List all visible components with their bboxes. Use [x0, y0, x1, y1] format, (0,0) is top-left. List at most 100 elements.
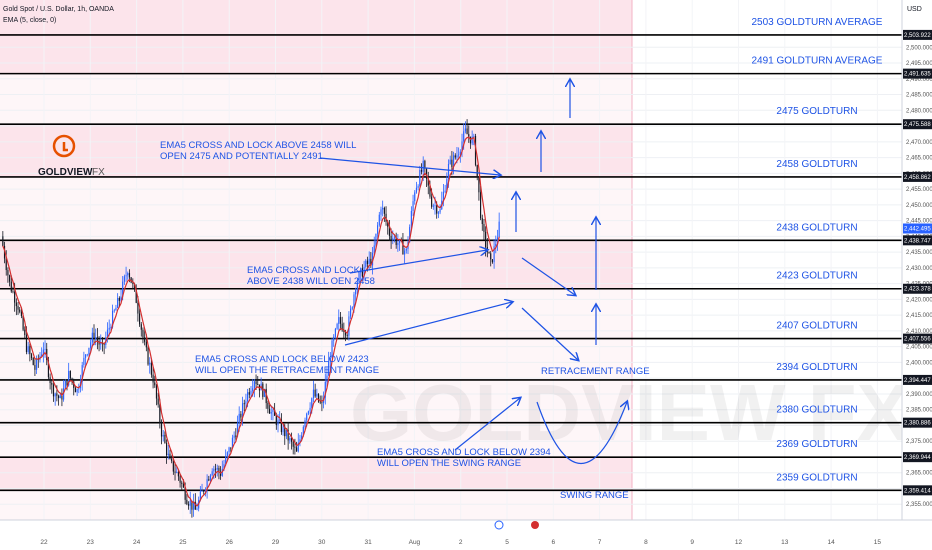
- event-icons[interactable]: [494, 520, 539, 530]
- x-tick-label[interactable]: 12: [735, 539, 743, 546]
- price-badge: [903, 485, 932, 496]
- candle-body: [397, 243, 399, 245]
- x-ticks[interactable]: 22 23 24 25 26 29 30 31 Aug 2 5 6 7 8 9 12 13 14 15: [40, 539, 881, 546]
- candle-body: [393, 237, 396, 239]
- candle-body: [402, 240, 404, 255]
- candle-body: [57, 395, 60, 399]
- price-badge: [903, 374, 932, 385]
- candle-body: [328, 361, 330, 376]
- dividend-event-icon[interactable]: [494, 520, 504, 530]
- candle-body: [106, 329, 109, 338]
- y-tick-label: 2,405.000: [906, 345, 932, 351]
- x-tick-label[interactable]: 7: [598, 539, 602, 546]
- price-badge: [903, 235, 932, 246]
- candle-body: [86, 354, 88, 356]
- x-tick-label[interactable]: Aug: [409, 539, 421, 546]
- x-tick-label[interactable]: 31: [364, 539, 372, 546]
- candle-body: [223, 463, 225, 469]
- candle-body: [194, 501, 196, 510]
- x-tick-label[interactable]: 22: [40, 539, 48, 546]
- x-tick-label[interactable]: 26: [226, 539, 234, 546]
- y-tick-label: 2,485.000: [906, 93, 932, 99]
- annotation-arrows: [319, 80, 627, 464]
- x-tick-label[interactable]: 9: [690, 539, 694, 546]
- candle-body: [360, 268, 362, 273]
- candle-body: [52, 384, 55, 397]
- candle-body: [385, 213, 387, 222]
- candle-body: [83, 357, 85, 366]
- price-badge-text: 2,458.862: [904, 175, 931, 181]
- candle-body: [486, 247, 488, 252]
- price-badge: [903, 29, 932, 40]
- candle-body: [309, 407, 311, 412]
- x-tick-label[interactable]: 14: [827, 539, 835, 546]
- arrow-ann3: [344, 302, 512, 346]
- candle-body: [144, 337, 146, 342]
- candle-body: [152, 374, 154, 383]
- x-tick-label[interactable]: 2: [459, 539, 463, 546]
- candle-body: [488, 251, 490, 254]
- candle-body: [122, 281, 124, 297]
- candle-body: [459, 151, 461, 155]
- x-tick-label[interactable]: 25: [179, 539, 187, 546]
- candle-body: [145, 341, 147, 348]
- price-badge-text: 2,407.556: [904, 337, 931, 343]
- level-label: 2475 GOLDTURN: [776, 106, 857, 117]
- candle-body: [449, 159, 451, 165]
- candle-body: [346, 335, 348, 337]
- candle-body: [495, 243, 497, 247]
- candle-body: [240, 413, 242, 418]
- x-tick-label[interactable]: 29: [272, 539, 280, 546]
- level-label: 2503 GOLDTURN AVERAGE: [752, 17, 883, 28]
- candle-body: [326, 375, 328, 382]
- candle-body: [265, 388, 267, 404]
- price-axis[interactable]: [902, 0, 932, 520]
- candle-body: [324, 381, 326, 398]
- x-tick-label[interactable]: 8: [644, 539, 648, 546]
- level-label: 2394 GOLDTURN: [776, 362, 857, 373]
- candle-body: [483, 224, 485, 232]
- candle-body: [20, 311, 23, 316]
- x-tick-label[interactable]: 13: [781, 539, 789, 546]
- candle-body: [321, 402, 323, 404]
- candle-body: [290, 437, 293, 442]
- us-flag-event-icon[interactable]: [531, 521, 539, 529]
- candle-body: [187, 504, 190, 506]
- candle-body: [275, 415, 277, 426]
- candle-body: [184, 487, 186, 500]
- candle-body: [365, 260, 367, 267]
- annotation-ann3: EMA5 CROSS AND LOCK BELOW 2423: [195, 354, 369, 365]
- candle-body: [78, 388, 80, 390]
- candle-body: [176, 471, 178, 473]
- candle-body: [169, 453, 171, 459]
- x-tick-label[interactable]: 5: [505, 539, 509, 546]
- candle-body: [434, 205, 436, 207]
- x-tick-label[interactable]: 24: [133, 539, 141, 546]
- x-tick-label[interactable]: 6: [551, 539, 555, 546]
- grid: [0, 0, 902, 520]
- candle-body: [189, 500, 191, 506]
- candle-body: [74, 387, 77, 393]
- y-tick-label: 2,455.000: [906, 187, 932, 193]
- zone-band: [0, 240, 632, 289]
- x-tick-label[interactable]: 15: [874, 539, 882, 546]
- candle-body: [469, 136, 472, 144]
- candle-body: [81, 365, 83, 382]
- candle-body: [405, 248, 407, 251]
- candle-body: [338, 317, 340, 324]
- x-tick-label[interactable]: 23: [87, 539, 95, 546]
- candle-body: [19, 309, 21, 312]
- candle-body: [230, 447, 232, 449]
- candle-body: [132, 282, 134, 284]
- candle-body: [382, 207, 384, 210]
- candle-body: [236, 422, 239, 437]
- x-tick-label[interactable]: 30: [318, 539, 326, 546]
- level-label: 2458 GOLDTURN: [776, 159, 857, 170]
- y-tick-label: 2,435.000: [906, 250, 932, 256]
- candle-body: [356, 282, 358, 290]
- candle-body: [284, 426, 286, 437]
- candle-body: [490, 253, 492, 260]
- candle-body: [442, 191, 445, 201]
- candle-body: [125, 275, 127, 277]
